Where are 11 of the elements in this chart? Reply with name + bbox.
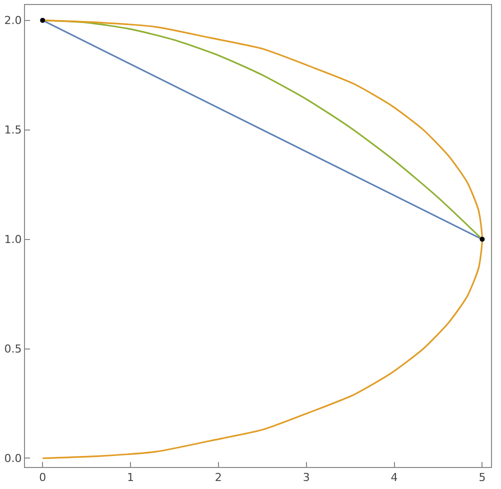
y-tick-label: 1.5: [4, 124, 22, 137]
x-tick-label: 5: [478, 471, 486, 484]
y-tick-label: 0.0: [4, 452, 22, 466]
y-tick-label: 2.0: [4, 14, 22, 28]
x-tick-label: 3: [302, 471, 310, 484]
y-tick-label: 0.5: [4, 342, 22, 356]
x-tick-label: 4: [390, 471, 398, 484]
x-tick-label: 0: [39, 471, 46, 484]
y-tick-label: 1.0: [4, 233, 22, 246]
x-tick-label: 1: [127, 471, 134, 484]
x-tick-label: 2: [214, 471, 222, 484]
